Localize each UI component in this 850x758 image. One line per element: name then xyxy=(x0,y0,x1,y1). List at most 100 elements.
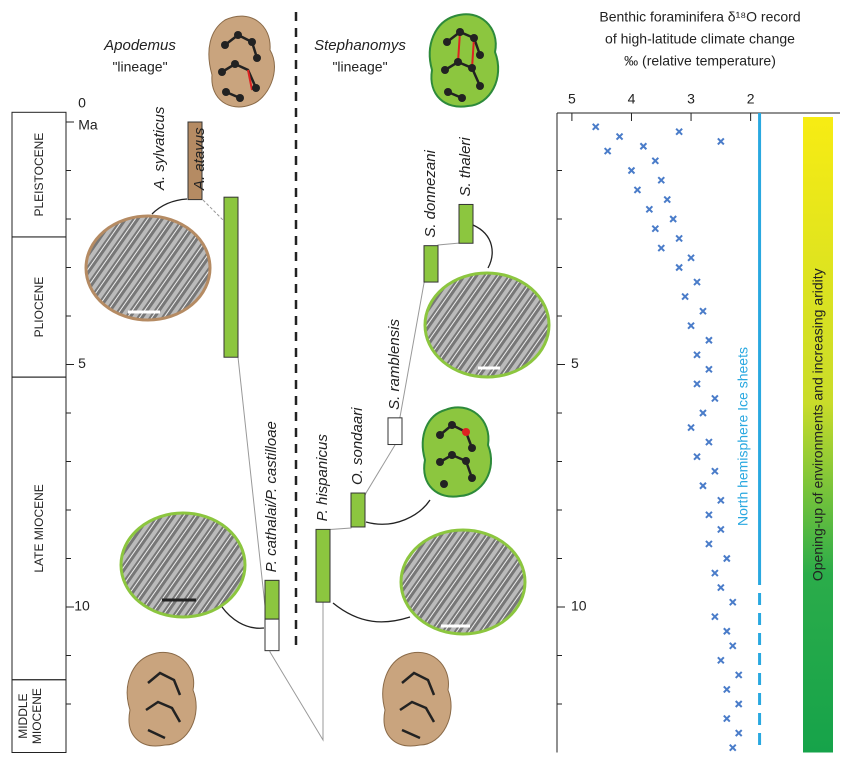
epoch-label: MIOCENE xyxy=(30,688,44,744)
data-point xyxy=(592,123,600,131)
data-point xyxy=(639,142,648,150)
data-point xyxy=(723,554,731,563)
data-point xyxy=(717,583,725,592)
taxon-range xyxy=(350,492,366,528)
data-point xyxy=(675,263,683,272)
data-point xyxy=(735,671,743,679)
taxon-range xyxy=(423,245,439,283)
epoch-label: MIDDLE xyxy=(16,693,30,738)
data-point xyxy=(687,254,695,262)
x-tick-label: 2 xyxy=(747,91,755,107)
epoch-label: PLIOCENE xyxy=(32,277,46,338)
taxon-range xyxy=(458,203,474,244)
data-point xyxy=(669,215,677,223)
data-point xyxy=(657,176,665,184)
chart-title: Benthic foraminifera δ¹⁸O record xyxy=(599,9,800,25)
data-point xyxy=(675,127,683,136)
data-point xyxy=(675,234,683,243)
data-point xyxy=(735,729,743,737)
data-point xyxy=(633,186,642,194)
data-point xyxy=(711,569,719,577)
x-tick-label: 4 xyxy=(628,91,636,107)
lineage-genus: Apodemus xyxy=(103,37,176,54)
y-tick-label: 5 xyxy=(571,355,579,371)
data-point xyxy=(717,525,725,534)
data-point xyxy=(705,540,713,548)
molar-sketch xyxy=(428,13,500,108)
taxon-label: O. sondaari xyxy=(349,407,366,485)
data-point xyxy=(735,700,743,708)
data-point xyxy=(705,511,713,519)
data-point xyxy=(717,137,725,146)
time-tick-label: 5 xyxy=(78,355,86,371)
data-point xyxy=(693,351,701,359)
data-point xyxy=(705,365,713,374)
time-tick-label: 10 xyxy=(74,598,90,614)
taxon-label: A. sylvaticus xyxy=(151,106,168,191)
molar-sketch xyxy=(126,651,197,747)
data-point xyxy=(651,157,660,165)
taxon-label: S. ramblensis xyxy=(386,318,403,409)
data-point xyxy=(687,321,695,330)
lineage-genus: Stephanomys xyxy=(314,37,406,54)
data-point xyxy=(711,467,719,475)
taxon-range xyxy=(315,528,331,603)
chart-title: ‰ (relative temperature) xyxy=(624,53,776,69)
data-point xyxy=(663,195,671,204)
data-point xyxy=(729,598,737,606)
taxon-label: P. cathalai/P. castilloae xyxy=(263,421,280,572)
data-point xyxy=(651,224,660,233)
lineage-word: "lineage" xyxy=(332,59,387,75)
data-point xyxy=(723,685,731,694)
data-point xyxy=(699,482,707,490)
time-tick-label: 0 xyxy=(78,95,86,111)
y-tick-label: 10 xyxy=(571,598,587,614)
taxon-label: S. donnezani xyxy=(422,149,439,237)
data-point xyxy=(693,380,701,388)
lineage-word: "lineage" xyxy=(112,59,167,75)
time-unit: Ma xyxy=(78,117,98,133)
data-point xyxy=(699,409,707,417)
molar-sketch xyxy=(421,406,493,498)
data-point xyxy=(729,642,737,650)
taxon-label: S. thaleri xyxy=(457,137,474,197)
data-point xyxy=(711,394,719,403)
aridity-label: Opening-up of environments and increasin… xyxy=(810,268,826,581)
data-point xyxy=(681,292,689,301)
data-point xyxy=(603,147,612,155)
data-point xyxy=(615,132,624,141)
taxon-uncertain xyxy=(264,618,280,652)
molar-sketch xyxy=(382,651,452,747)
data-point xyxy=(717,496,725,505)
data-point xyxy=(717,656,725,665)
taxon-range xyxy=(387,417,403,446)
data-point xyxy=(705,438,713,446)
aridity-bar xyxy=(803,117,833,753)
data-point xyxy=(627,166,636,175)
taxon-label: A. atavus xyxy=(191,127,208,191)
data-point xyxy=(729,743,737,752)
data-point xyxy=(723,627,731,635)
data-point xyxy=(705,336,713,344)
data-point xyxy=(657,244,665,252)
data-point xyxy=(693,452,701,461)
epoch-label: PLEISTOCENE xyxy=(32,133,46,217)
data-point xyxy=(711,612,719,621)
arrow xyxy=(151,198,493,629)
sem-photo xyxy=(84,214,212,322)
chart-title: of high-latitude climate change xyxy=(605,31,795,47)
sem-photo xyxy=(399,528,527,636)
taxon-range xyxy=(264,579,280,620)
taxon-range xyxy=(187,121,203,201)
epoch-label: LATE MIOCENE xyxy=(32,484,46,572)
sem-photo xyxy=(423,271,551,379)
x-tick-label: 5 xyxy=(568,91,576,107)
data-point xyxy=(687,423,695,432)
ice-sheet-label: North hemisphere Ice sheets xyxy=(734,347,750,526)
sem-photo xyxy=(119,511,247,619)
x-tick-label: 3 xyxy=(687,91,695,107)
data-point xyxy=(645,205,654,214)
data-point xyxy=(693,278,701,286)
data-point xyxy=(699,307,707,315)
